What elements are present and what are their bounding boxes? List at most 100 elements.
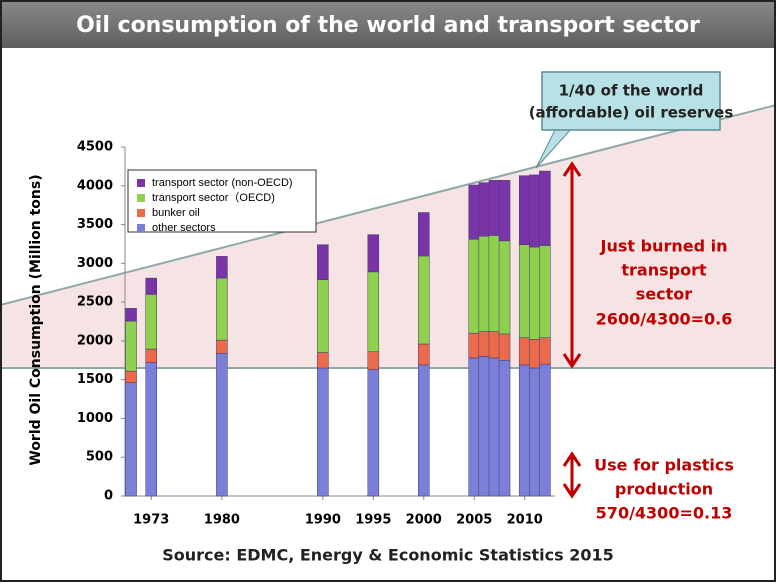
legend-swatch bbox=[137, 179, 145, 187]
bar-segment bbox=[529, 246, 541, 340]
bar-segment bbox=[418, 343, 430, 366]
bar-segment bbox=[488, 235, 501, 332]
x-tick-label: 1980 bbox=[204, 513, 240, 528]
bar-segment bbox=[317, 367, 329, 497]
legend-swatch bbox=[137, 194, 145, 202]
bar-segment bbox=[498, 240, 511, 335]
y-tick-label: 3000 bbox=[77, 256, 113, 271]
bar-segment bbox=[478, 356, 491, 497]
bar-segment bbox=[125, 370, 137, 384]
y-tick-label: 0 bbox=[104, 489, 113, 504]
y-tick-label: 4500 bbox=[77, 140, 113, 155]
bar-segment bbox=[317, 244, 329, 280]
bar-segment bbox=[145, 277, 157, 295]
y-tick-label: 2000 bbox=[77, 333, 113, 348]
legend-box bbox=[127, 169, 317, 233]
bar-segment bbox=[418, 364, 430, 497]
bar-segment bbox=[529, 367, 541, 497]
callout-text: 1/40 of the world bbox=[559, 82, 704, 100]
bar-segment bbox=[478, 182, 491, 237]
bar-segment bbox=[468, 332, 480, 359]
bar-segment bbox=[145, 362, 157, 497]
bar-segment bbox=[518, 337, 531, 366]
x-tick-label: 2000 bbox=[406, 513, 442, 528]
bar-segment bbox=[498, 180, 511, 242]
bar-segment bbox=[539, 245, 551, 339]
callout-box bbox=[541, 71, 721, 131]
bar-segment bbox=[216, 353, 228, 497]
bar-segment bbox=[317, 352, 329, 369]
bar-segment bbox=[418, 212, 430, 257]
bar-segment bbox=[367, 234, 380, 273]
y-axis-label: World Oil Consumption (Million tons) bbox=[28, 174, 44, 465]
bar-segment bbox=[488, 180, 501, 236]
bar-segment bbox=[539, 363, 551, 497]
note-text: Use for plastics bbox=[594, 456, 734, 475]
note-text: Just burned in bbox=[600, 237, 728, 256]
bar-segment bbox=[488, 357, 501, 497]
legend-swatch bbox=[137, 224, 145, 232]
bar-segment bbox=[529, 174, 541, 248]
legend-label: other sectors bbox=[152, 222, 216, 234]
bar-segment bbox=[125, 382, 137, 497]
y-tick-label: 2500 bbox=[77, 295, 113, 310]
x-tick-label: 1990 bbox=[305, 513, 341, 528]
source: Source: EDMC, Energy & Economic Statisti… bbox=[162, 546, 614, 565]
bar-segment bbox=[125, 308, 137, 322]
note-text: production bbox=[615, 480, 713, 499]
legend-swatch bbox=[137, 209, 145, 217]
x-tick-label: 1973 bbox=[133, 513, 169, 528]
plastics-arrow bbox=[562, 451, 582, 499]
y-tick-label: 1000 bbox=[77, 411, 113, 426]
bar-segment bbox=[478, 235, 491, 332]
bar-segment bbox=[317, 279, 329, 353]
bar-segment bbox=[125, 320, 137, 372]
bar-segment bbox=[216, 277, 228, 341]
legend-label: bunker oil bbox=[152, 207, 200, 219]
bar-segment bbox=[367, 271, 380, 352]
bar-segment bbox=[539, 337, 551, 365]
note-text: sector bbox=[636, 285, 693, 304]
bar-segment bbox=[468, 239, 480, 334]
bar-segment bbox=[498, 360, 511, 497]
bar-segment bbox=[518, 244, 531, 339]
bar-segment bbox=[145, 294, 157, 350]
y-tick-label: 1500 bbox=[77, 372, 113, 387]
bar-segment bbox=[145, 348, 157, 363]
header bbox=[0, 0, 776, 48]
chart-title: Oil consumption of the world and transpo… bbox=[76, 13, 700, 38]
bar-segment bbox=[367, 351, 380, 370]
legend-label: transport sector (non-OECD) bbox=[152, 177, 293, 189]
note-text: 570/4300=0.13 bbox=[596, 504, 733, 523]
bar-segment bbox=[468, 357, 480, 497]
note-text: transport bbox=[621, 261, 707, 280]
bar-segment bbox=[518, 175, 531, 245]
x-tick-label: 2005 bbox=[456, 513, 492, 528]
bar-segment bbox=[216, 339, 228, 354]
bar-segment bbox=[468, 184, 480, 240]
y-tick-label: 3500 bbox=[77, 217, 113, 232]
bar-segment bbox=[518, 364, 531, 497]
legend-label: transport sector（OECD) bbox=[152, 191, 275, 204]
shaded-region bbox=[0, 105, 776, 368]
plot: 0 500 1000 1500 2000 2500 3000 3500 4000 4500 1973… bbox=[77, 140, 555, 528]
legend: transport sector (non-OECD) transport sec… bbox=[137, 177, 293, 234]
bar-segment bbox=[478, 331, 491, 357]
bar-segment bbox=[216, 256, 228, 279]
reserve-line bbox=[0, 104, 776, 306]
bar-segment bbox=[498, 333, 511, 361]
transport-arrow bbox=[562, 161, 582, 369]
bar-segment bbox=[367, 369, 380, 497]
bar-segment bbox=[529, 339, 541, 369]
x-tick-label: 1995 bbox=[355, 513, 391, 528]
y-tick-label: 4000 bbox=[77, 178, 113, 193]
bar-segment bbox=[418, 255, 430, 345]
bar-segment bbox=[488, 331, 501, 359]
y-tick-label: 500 bbox=[86, 450, 113, 465]
note-text: 2600/4300=0.6 bbox=[596, 310, 733, 329]
x-tick-label: 2010 bbox=[507, 513, 543, 528]
bar-segment bbox=[539, 170, 551, 246]
callout-text: (affordable) oil reserves bbox=[529, 104, 734, 122]
